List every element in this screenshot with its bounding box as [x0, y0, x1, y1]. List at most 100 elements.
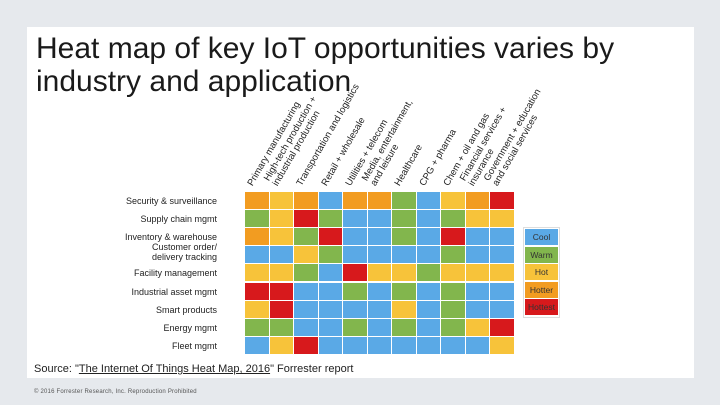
legend-item-cool: Cool: [525, 229, 558, 246]
heatmap-cell: [318, 300, 343, 319]
heatmap-cell: [392, 210, 417, 229]
heatmap-cell: [269, 264, 294, 283]
heatmap-cell: [343, 246, 368, 265]
source-report-link[interactable]: The Internet Of Things Heat Map, 2016: [78, 363, 271, 375]
heatmap-cell: [343, 318, 368, 337]
heatmap-cell: [367, 318, 392, 337]
heatmap-cell: [392, 282, 417, 301]
heatmap-cell: [416, 246, 441, 265]
slide: Heat map of key IoT opportunities varies…: [27, 27, 694, 378]
heatmap-cell: [294, 282, 319, 301]
heatmap-row-label: Smart products: [155, 304, 217, 315]
heatmap-cell: [367, 192, 392, 211]
heatmap-cell: [416, 264, 441, 283]
heatmap-cell: [367, 300, 392, 319]
heatmap-cell: [392, 336, 417, 355]
heatmap-cell: [441, 210, 466, 229]
heatmap-cell: [294, 264, 319, 283]
heatmap-cell: [416, 336, 441, 355]
heatmap-cell: [269, 300, 294, 319]
heatmap-cell: [318, 192, 343, 211]
heatmap-cell: [490, 300, 515, 319]
heatmap-cell: [416, 300, 441, 319]
heatmap-cell: [367, 336, 392, 355]
heatmap-cell: [441, 282, 466, 301]
heatmap-cell: [245, 210, 270, 229]
heatmap-cell: [367, 210, 392, 229]
heatmap-cell: [245, 192, 270, 211]
heatmap-cell: [416, 318, 441, 337]
heatmap-cell: [318, 336, 343, 355]
heatmap-cell: [465, 228, 490, 247]
heatmap-cell: [490, 264, 515, 283]
heatmap-cell: [269, 210, 294, 229]
heatmap-cell: [490, 318, 515, 337]
heatmap-cell: [294, 228, 319, 247]
heatmap-cell: [294, 336, 319, 355]
heatmap-cell: [490, 336, 515, 355]
heatmap-cell: [441, 192, 466, 211]
heatmap-cell: [343, 228, 368, 247]
heatmap-cell: [269, 282, 294, 301]
source-suffix: " Forrester report: [270, 363, 354, 375]
heatmap-cell: [269, 336, 294, 355]
heatmap-cell: [490, 246, 515, 265]
heatmap-cell: [441, 336, 466, 355]
heatmap-cell: [416, 210, 441, 229]
heatmap-cell: [367, 246, 392, 265]
legend-item-hotter: Hotter: [525, 281, 558, 299]
heatmap-cell: [318, 210, 343, 229]
heatmap-cell: [392, 300, 417, 319]
heatmap-cell: [343, 300, 368, 319]
legend-item-hot: Hot: [525, 264, 558, 282]
heatmap-cell: [465, 318, 490, 337]
heatmap-cell: [245, 264, 270, 283]
heatmap-cell: [441, 228, 466, 247]
heatmap-cell: [318, 264, 343, 283]
heatmap-cell: [490, 282, 515, 301]
heatmap-cell: [465, 246, 490, 265]
heatmap-cell: [367, 282, 392, 301]
heatmap-cell: [367, 264, 392, 283]
legend-item-warm: Warm: [525, 246, 558, 264]
heatmap-cell: [465, 282, 490, 301]
heatmap-cell: [245, 318, 270, 337]
heatmap-cell: [343, 336, 368, 355]
heatmap-cell: [416, 228, 441, 247]
heatmap-cell: [392, 246, 417, 265]
heatmap-cell: [294, 192, 319, 211]
heatmap-cell: [465, 264, 490, 283]
heatmap-cell: [269, 192, 294, 211]
heatmap-cell: [465, 192, 490, 211]
heatmap-cell: [465, 300, 490, 319]
heatmap-row-label: Facility management: [133, 268, 217, 279]
heatmap-cell: [392, 192, 417, 211]
heatmap-cell: [441, 300, 466, 319]
heatmap-row-label: Customer order/ delivery tracking: [151, 242, 217, 263]
heatmap-cell: [294, 318, 319, 337]
heatmap-cell: [343, 192, 368, 211]
heatmap-cell: [416, 282, 441, 301]
heatmap-cell: [392, 264, 417, 283]
heatmap-cell: [294, 210, 319, 229]
source-prefix: Source: ": [34, 363, 79, 375]
heatmap-cell: [294, 300, 319, 319]
heatmap-cell: [245, 300, 270, 319]
heatmap-row-label: Security & surveillance: [125, 196, 217, 207]
heatmap-cell: [392, 318, 417, 337]
heatmap-row-label: Industrial asset mgmt: [131, 286, 217, 297]
source-line: Source: "The Internet Of Things Heat Map…: [34, 363, 353, 375]
heatmap-cell: [294, 246, 319, 265]
heatmap-cell: [343, 264, 368, 283]
heatmap-cell: [441, 264, 466, 283]
heatmap-cell: [343, 210, 368, 229]
copyright-notice: © 2016 Forrester Research, Inc. Reproduc…: [34, 389, 197, 395]
heatmap-cell: [392, 228, 417, 247]
heatmap-cell: [269, 318, 294, 337]
heatmap-legend: Cool Warm Hot Hotter Hottest: [523, 227, 560, 318]
heatmap-cell: [269, 228, 294, 247]
heatmap-cell: [441, 246, 466, 265]
heatmap-row-label: Inventory & warehouse: [124, 232, 217, 243]
heatmap-row-label: Fleet mgmt: [171, 340, 217, 351]
heatmap-cell: [343, 282, 368, 301]
